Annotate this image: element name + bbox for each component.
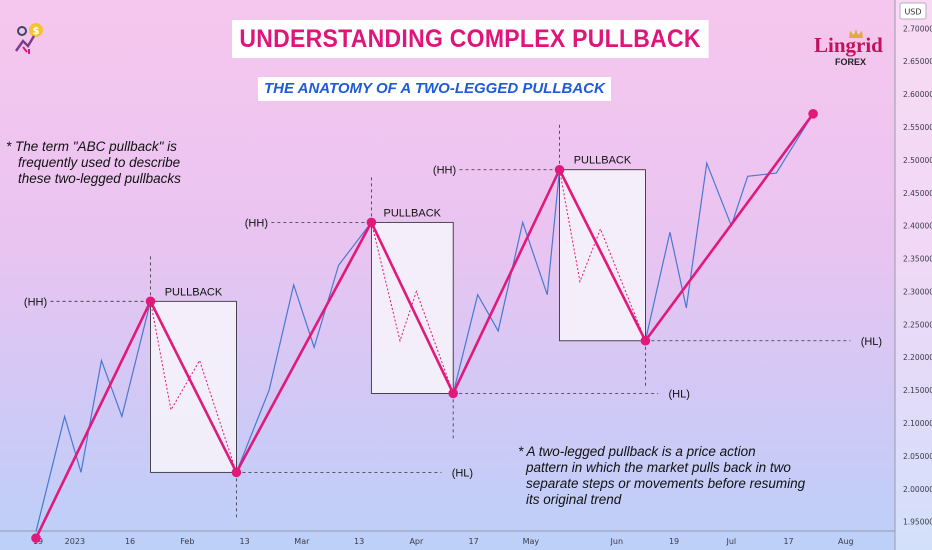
note-line: pattern in which the market pulls back i… bbox=[526, 460, 791, 475]
abc-leg-path bbox=[559, 169, 646, 341]
y-tick-label: 2.40000 bbox=[903, 222, 932, 231]
hh-label: (HH) bbox=[245, 217, 268, 229]
swing-point bbox=[231, 467, 242, 478]
x-tick-label: May bbox=[523, 537, 540, 546]
x-tick-label: Mar bbox=[294, 537, 310, 546]
price-line bbox=[35, 113, 814, 532]
x-tick-label: Jun bbox=[610, 537, 624, 546]
dollar-growth-icon: $ bbox=[14, 21, 46, 55]
y-tick-label: 2.50000 bbox=[903, 156, 932, 165]
y-tick-label: 2.45000 bbox=[903, 189, 932, 198]
x-tick-label: 19 bbox=[669, 537, 679, 546]
y-tick-label: 2.70000 bbox=[903, 24, 932, 33]
swing-point bbox=[145, 296, 156, 307]
abc-legs bbox=[150, 169, 646, 473]
brand-name: Lingrid bbox=[814, 33, 883, 57]
x-tick-label: 2023 bbox=[65, 537, 85, 546]
swing-point bbox=[554, 164, 565, 175]
y-tick-label: 2.65000 bbox=[903, 57, 932, 66]
swing-point bbox=[366, 217, 377, 228]
y-tick-label: 2.10000 bbox=[903, 419, 932, 428]
guide-lines bbox=[50, 124, 851, 521]
hl-label: (HL) bbox=[668, 388, 689, 400]
note-line: these two-legged pullbacks bbox=[18, 171, 181, 186]
page-subtitle: THE ANATOMY OF A TWO-LEGGED PULLBACK bbox=[258, 77, 611, 101]
y-tick-label: 2.60000 bbox=[903, 90, 932, 99]
swing-point bbox=[640, 335, 651, 346]
pullback-label: PULLBACK bbox=[384, 207, 442, 219]
page-title: UNDERSTANDING COMPLEX PULLBACK bbox=[232, 20, 709, 58]
currency-badge bbox=[899, 2, 927, 20]
y-tick-label: 2.35000 bbox=[903, 255, 932, 264]
y-tick-label: 2.30000 bbox=[903, 287, 932, 296]
hh-label: (HH) bbox=[24, 296, 47, 308]
price-path bbox=[35, 113, 814, 532]
svg-text:$: $ bbox=[33, 26, 40, 37]
price-axis-panel bbox=[895, 0, 932, 550]
x-tick-label: Feb bbox=[180, 537, 194, 546]
abc-note: * The term "ABC pullback" is frequently … bbox=[6, 139, 181, 187]
x-tick-label: 17 bbox=[469, 537, 479, 546]
pullback-label: PULLBACK bbox=[165, 286, 223, 298]
y-tick-label: 1.95000 bbox=[903, 518, 932, 527]
hh-label: (HH) bbox=[433, 165, 456, 177]
y-tick-label: 2.00000 bbox=[903, 485, 932, 494]
swing-line bbox=[31, 109, 818, 543]
note-line: * A two-legged pullback is a price actio… bbox=[518, 444, 756, 459]
hl-label: (HL) bbox=[452, 467, 473, 479]
y-tick-label: 2.05000 bbox=[903, 452, 932, 461]
x-tick-label: 16 bbox=[125, 537, 135, 546]
x-tick-label: 17 bbox=[783, 537, 793, 546]
note-line: * The term "ABC pullback" is bbox=[6, 139, 177, 154]
definition-note: * A two-legged pullback is a price actio… bbox=[518, 444, 805, 508]
x-tick-label: Aug bbox=[838, 537, 854, 546]
y-tick-label: 2.55000 bbox=[903, 123, 932, 132]
crown-icon bbox=[848, 24, 864, 43]
pullback-label: PULLBACK bbox=[574, 155, 632, 167]
swing-path bbox=[34, 113, 815, 539]
swing-point bbox=[31, 533, 41, 543]
note-line: separate steps or movements before resum… bbox=[526, 476, 806, 491]
swing-point bbox=[448, 388, 458, 399]
currency-label: USD bbox=[904, 8, 921, 17]
pullback-boxes: PULLBACK PULLBACK PULLBACK bbox=[150, 155, 646, 473]
x-tick-label: 13 bbox=[354, 537, 364, 546]
note-line: its original trend bbox=[526, 492, 622, 507]
note-line: frequently used to describe bbox=[18, 155, 181, 170]
y-tick-label: 2.25000 bbox=[903, 320, 932, 329]
y-tick-label: 2.15000 bbox=[903, 386, 932, 395]
x-tick-label: Apr bbox=[409, 537, 424, 546]
brand-logo: Lingrid FOREX bbox=[810, 24, 883, 70]
annotation-labels: (HH) (HL) (HH) (HL) (HH) (HL) bbox=[24, 165, 882, 480]
x-tick-label: 13 bbox=[239, 537, 249, 546]
y-tick-label: 2.20000 bbox=[903, 353, 932, 362]
brand-sub: FOREX bbox=[835, 57, 867, 67]
abc-leg-path bbox=[370, 222, 454, 394]
x-tick-label: Jul bbox=[725, 537, 736, 546]
hl-label: (HL) bbox=[861, 336, 882, 348]
swing-point bbox=[808, 109, 818, 119]
